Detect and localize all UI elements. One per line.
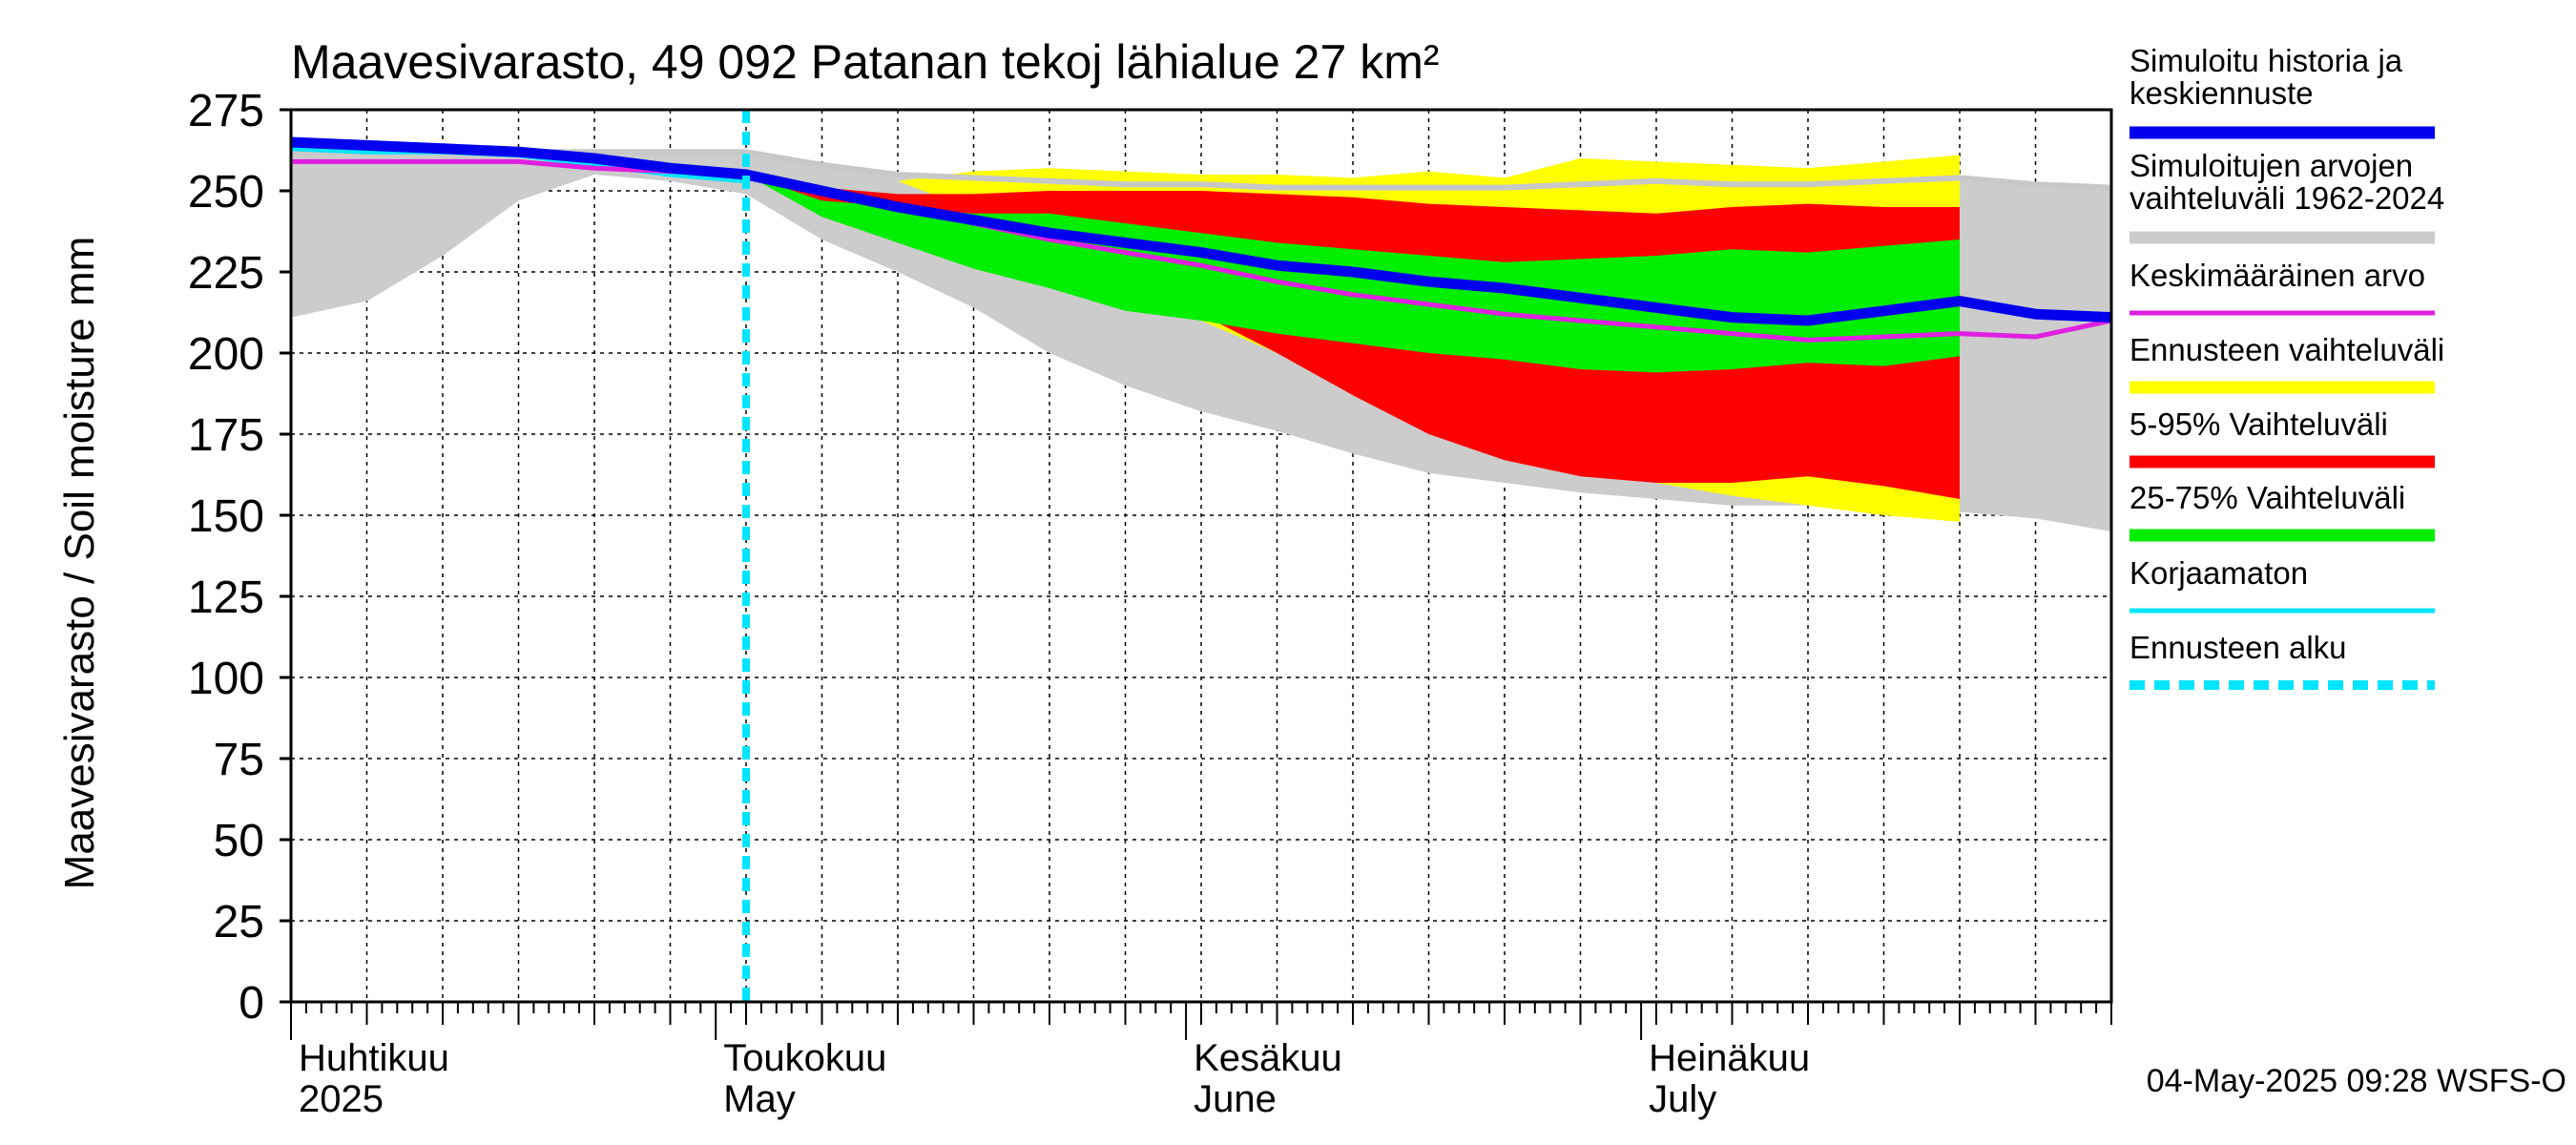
y-tick-label-25: 25	[214, 897, 264, 947]
y-tick-label-125: 125	[188, 572, 264, 623]
y-tick-label-225: 225	[188, 248, 264, 299]
y-tick-label-200: 200	[188, 329, 264, 380]
legend-label-2: Keskimääräinen arvo	[2129, 258, 2425, 293]
month-sublabel-1: May	[723, 1078, 796, 1120]
month-label-2: Kesäkuu	[1194, 1037, 1342, 1079]
legend-label-3: Ennusteen vaihteluväli	[2129, 332, 2444, 367]
legend-label-0: Simuloitu historia ja	[2129, 43, 2403, 78]
legend-sublabel-0: keskiennuste	[2129, 75, 2314, 111]
month-sublabel-2: June	[1194, 1078, 1277, 1120]
data-lines	[290, 110, 2112, 1002]
plot-area	[289, 108, 2113, 1004]
legend-label-6: Korjaamaton	[2129, 555, 2308, 591]
y-axis-ticks: 0 25 50 75 100 125 150 175 200 225 250 275	[188, 86, 291, 1029]
average-line	[291, 158, 2112, 343]
y-tick-label-175: 175	[188, 410, 264, 461]
data-bands	[291, 152, 2111, 531]
month-label-0: Huhtikuu	[299, 1037, 449, 1079]
month-label-1: Toukokuu	[723, 1037, 886, 1079]
y-tick-label-75: 75	[214, 735, 264, 785]
y-axis-label: Maavesivarasto / Soil moisture mm	[56, 237, 103, 890]
month-sublabel-0: 2025	[299, 1078, 384, 1120]
month-sublabel-3: July	[1649, 1078, 1716, 1120]
y-tick-label-50: 50	[214, 816, 264, 866]
month-label-3: Heinäkuu	[1649, 1037, 1810, 1079]
legend-label-1: Simuloitujen arvojen	[2129, 148, 2413, 183]
median-forecast-line	[290, 136, 2112, 326]
y-tick-label-150: 150	[188, 491, 264, 542]
legend-label-7: Ennusteen alku	[2129, 630, 2347, 665]
y-tick-label-275: 275	[188, 86, 264, 136]
legend-label-5: 25-75% Vaihteluväli	[2129, 480, 2405, 515]
legend-label-4: 5-95% Vaihteluväli	[2129, 406, 2388, 442]
chart-title: Maavesivarasto, 49 092 Patanan tekoj läh…	[291, 35, 1440, 89]
footer-timestamp: 04-May-2025 09:28 WSFS-O	[2147, 1063, 2566, 1099]
y-tick-label-100: 100	[188, 654, 264, 704]
y-tick-label-0: 0	[239, 978, 264, 1029]
y-tick-label-250: 250	[188, 167, 264, 218]
history-upper-line	[291, 149, 2112, 191]
legend-sublabel-1: vaihteluväli 1962-2024	[2129, 180, 2444, 216]
